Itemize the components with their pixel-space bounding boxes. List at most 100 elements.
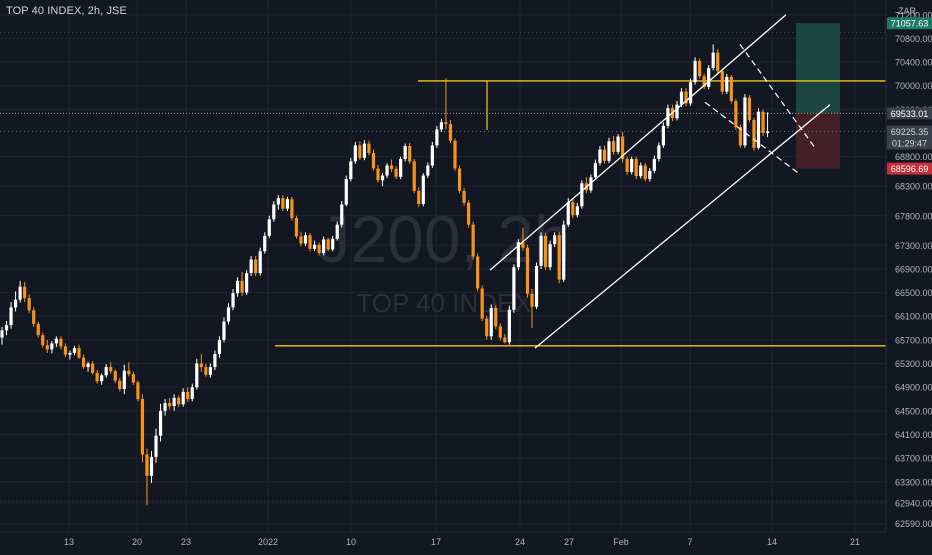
candle-body [521,242,525,248]
candle [140,394,145,463]
price-tick-label: 66900.00 [895,264,932,274]
price-tag-bg [887,107,932,120]
price-tick-label: 70400.00 [895,58,932,68]
time-axis-bg [0,532,932,550]
candle [235,277,240,297]
candle [9,302,13,329]
candle-body [136,382,140,399]
candle-body [725,76,729,92]
candle [430,141,434,168]
candle-body [385,165,389,176]
price-tag-bg [887,17,932,30]
candle-body [661,125,665,146]
candle [340,200,344,228]
candle [0,326,4,345]
candle-body [353,145,357,162]
candle [204,363,208,377]
price-tick-label: 64100.00 [895,430,932,440]
candle-body [86,363,90,368]
horizontal-levels [275,80,886,347]
time-tick-label: 27 [564,537,574,547]
candle-body [54,338,58,344]
candle-body [756,111,761,148]
price-tag-bg [887,125,932,150]
candle-body [140,399,145,455]
price-tick-label: 64500.00 [895,406,932,416]
candle [525,244,530,298]
time-tick-label: 24 [515,537,525,547]
candle [657,142,661,162]
candle [734,98,738,131]
candle-body [27,297,31,311]
candle [548,240,552,271]
candle-body [498,326,502,338]
candle [63,343,68,358]
price-tag-entry: 69533.01 [887,107,932,120]
time-tick-label: 17 [431,537,441,547]
candle [240,271,244,297]
candle-body [639,165,643,177]
candle [276,195,280,210]
candle-body [222,321,226,340]
candle-body [489,307,493,337]
candle-body [272,204,276,220]
candle [539,232,543,269]
candle [417,187,421,207]
candle [367,140,371,156]
candle-body [59,338,63,347]
candle-body [45,345,49,350]
candle [45,339,49,353]
price-tick-label: 71200.00 [895,10,932,20]
candle [593,159,598,180]
candle [91,361,95,375]
candle [267,215,271,239]
candle [294,215,299,239]
candle-body [688,82,693,104]
candle-body [562,224,566,280]
candle-body [548,244,552,268]
grid-lines [0,0,886,532]
interval-label[interactable]: 2h [87,5,101,17]
candle-body [362,143,366,158]
candle [317,242,321,256]
candle-body [553,235,557,245]
candle [226,303,231,325]
watermark-name: TOP 40 INDEX [356,288,531,318]
candle-body [630,159,634,173]
candle-body [113,371,117,381]
candle [113,369,117,384]
candle [530,289,534,329]
candle [149,451,154,483]
candle-body [267,219,271,236]
candle [512,264,516,313]
candle [122,364,126,395]
candle [213,350,217,371]
candle-body [648,170,652,180]
candle-body [408,146,412,162]
candle-body [525,247,530,294]
candle-body [195,363,199,388]
candle-body [208,367,212,375]
candle [389,159,394,173]
candle [457,165,462,194]
candle [312,240,317,252]
candle [326,237,330,252]
candle [693,57,697,85]
candle-body [734,101,738,128]
loss-zone [796,113,840,169]
candle-body [716,52,720,71]
candle [553,232,557,248]
candle [716,49,720,74]
candle-body [557,235,561,280]
candle-body [512,267,516,310]
candle-body [738,127,742,146]
price-tag-target: 71057.63 [887,17,932,30]
time-tick-label: 13 [64,537,74,547]
symbol-title: TOP 40 INDEX [6,5,82,17]
candle [195,358,199,390]
candle-body [471,224,475,257]
candle [575,202,579,218]
candle-body [68,352,72,355]
